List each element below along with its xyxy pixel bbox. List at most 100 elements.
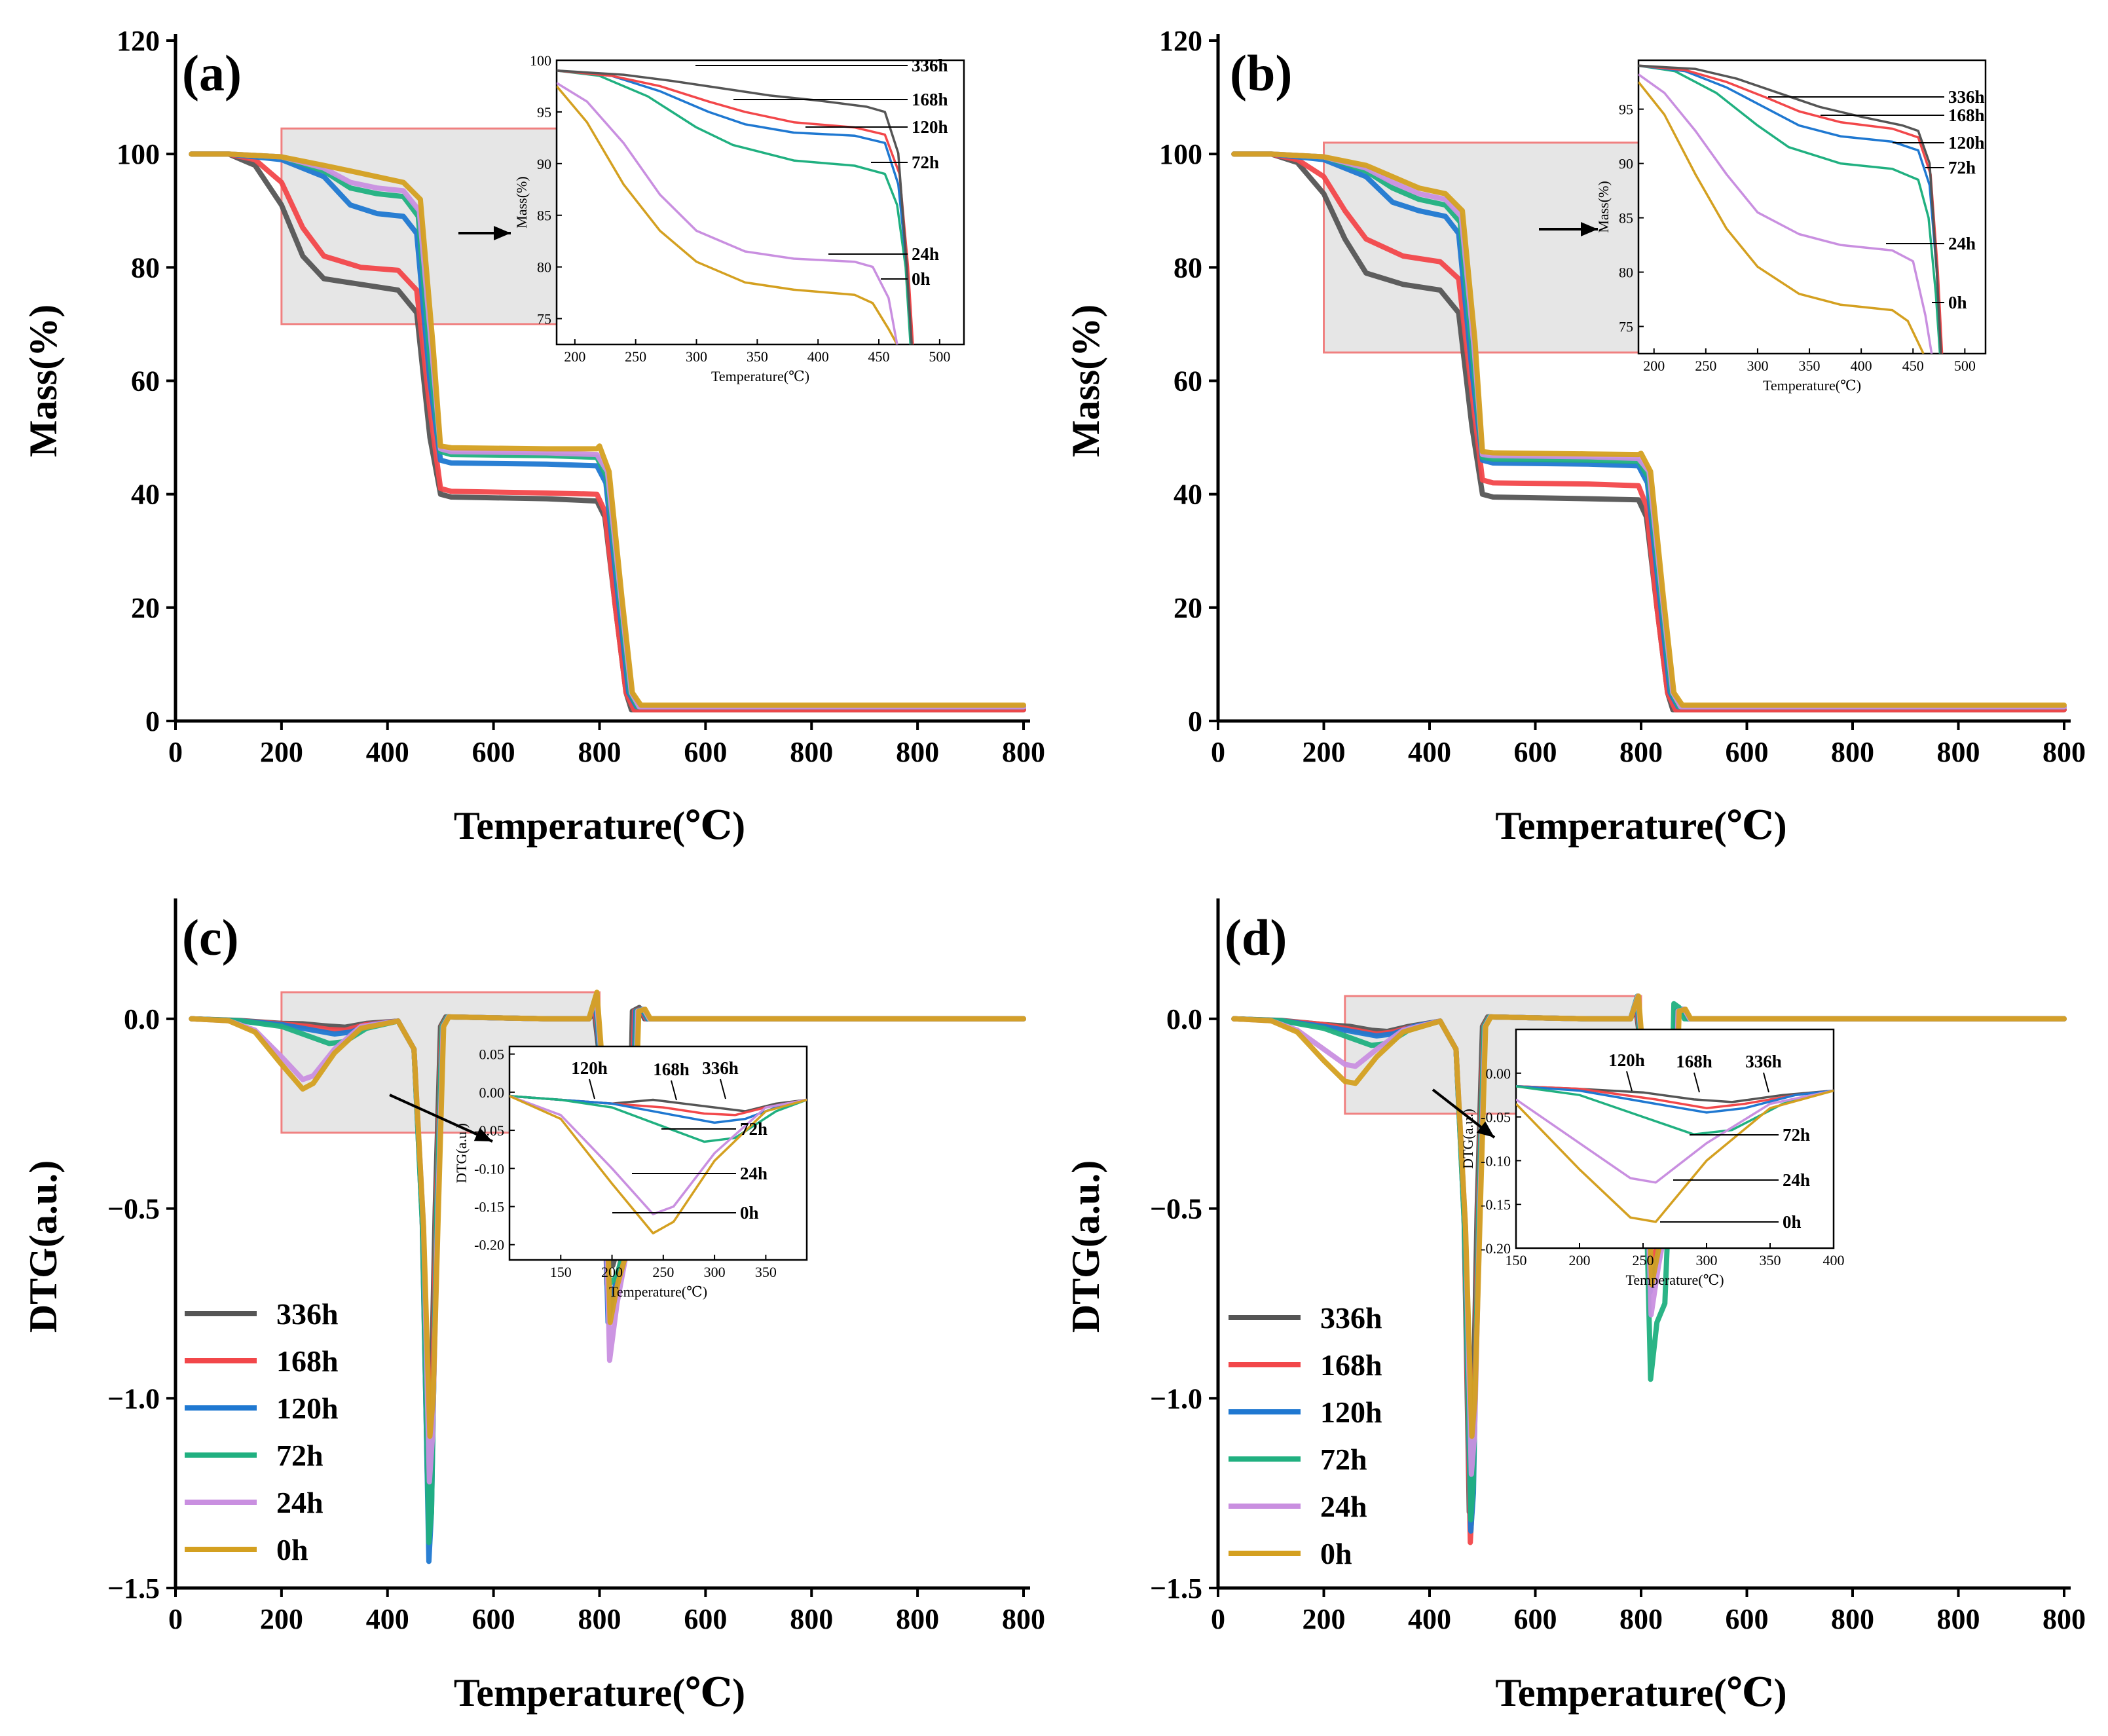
x-tick-label: 400 bbox=[366, 1603, 409, 1635]
inset-y-tick-label: 85 bbox=[537, 208, 551, 224]
inset-annotation-label: 0h bbox=[1948, 293, 1967, 312]
inset-annotation-label: 24h bbox=[1783, 1170, 1810, 1190]
inset-line-0h bbox=[509, 1095, 807, 1235]
inset-y-axis-title: DTG(a.u.) bbox=[1460, 1109, 1476, 1169]
x-tick-label: 600 bbox=[684, 736, 727, 768]
inset-x-tick-label: 450 bbox=[868, 348, 890, 365]
legend-label: 336h bbox=[276, 1297, 339, 1331]
x-tick-label: 800 bbox=[1619, 736, 1663, 768]
inset-x-axis-title: Temperature(℃) bbox=[609, 1284, 707, 1300]
inset-x-axis-title: Temperature(℃) bbox=[711, 368, 809, 384]
inset-line-120h bbox=[557, 69, 913, 344]
x-tick-label: 400 bbox=[1408, 736, 1451, 768]
panel-c: −1.5−1.0−0.50.00 200 400 600 800 600 800 800 800… bbox=[22, 898, 1045, 1714]
inset-line-72h bbox=[557, 69, 912, 344]
x-tick-label: 600 bbox=[472, 1603, 515, 1635]
x-tick-label: 0 bbox=[1211, 736, 1225, 768]
inset-x-tick-label: 350 bbox=[1799, 358, 1821, 374]
inset-annotation-leader bbox=[1693, 1072, 1700, 1093]
panel-label: (b) bbox=[1230, 45, 1292, 102]
y-tick-label: 120 bbox=[1159, 25, 1202, 57]
legend-label: 72h bbox=[276, 1439, 324, 1472]
inset-y-tick-label: -0.05 bbox=[474, 1122, 504, 1139]
inset-annotation-label: 336h bbox=[912, 56, 948, 75]
legend-label: 72h bbox=[1320, 1443, 1367, 1476]
inset-y-tick-label: 0.00 bbox=[479, 1084, 505, 1101]
y-axis-title: DTG(a.u.) bbox=[22, 1160, 65, 1333]
inset-series bbox=[1516, 1085, 1834, 1223]
zoom-arrow-line bbox=[389, 1094, 493, 1143]
inset-chart: 200 250 300 350 400 450 500 75 80 85 90 95 Temperatu… bbox=[1595, 59, 1987, 394]
x-tick-label: 800 bbox=[896, 1603, 939, 1635]
y-tick-label: −1.5 bbox=[107, 1572, 160, 1604]
inset-line-24h bbox=[1638, 73, 1933, 354]
inset-x-tick-label: 150 bbox=[1506, 1252, 1527, 1268]
x-tick-label: 800 bbox=[1831, 736, 1874, 768]
inset-x-tick-label: 400 bbox=[807, 348, 829, 365]
inset-annotation-leader bbox=[1763, 1072, 1769, 1093]
x-tick-label: 800 bbox=[1619, 1603, 1663, 1635]
x-tick-label: 600 bbox=[684, 1603, 727, 1635]
inset-y-tick-label: 75 bbox=[537, 311, 551, 327]
inset-y-tick-label: -0.10 bbox=[1481, 1153, 1511, 1169]
inset-chart: 150 200 250 300 350 -0.20 -0.15 -0.10 -0.05 0.00 0… bbox=[453, 1045, 808, 1300]
panel-label: (c) bbox=[182, 909, 239, 966]
y-tick-label: 0.0 bbox=[124, 1003, 160, 1035]
inset-x-tick-label: 250 bbox=[1633, 1252, 1654, 1268]
x-tick-label: 200 bbox=[260, 1603, 303, 1635]
y-tick-label: 0 bbox=[145, 705, 160, 737]
legend-label: 0h bbox=[276, 1533, 308, 1566]
inset-line-24h bbox=[509, 1095, 807, 1215]
legend-label: 168h bbox=[1320, 1348, 1382, 1382]
inset-chart: 200 250 300 350 400 450 500 75 80 85 90 95 100 Temper… bbox=[513, 52, 965, 384]
inset-y-tick-label: -0.10 bbox=[474, 1160, 504, 1177]
legend-label: 120h bbox=[1320, 1395, 1382, 1429]
inset-y-axis-title: Mass(%) bbox=[513, 176, 530, 228]
x-tick-label: 800 bbox=[1002, 1603, 1045, 1635]
y-axis-title: Mass(%) bbox=[22, 305, 65, 457]
inset-x-tick-label: 200 bbox=[601, 1264, 623, 1280]
panel-label: (d) bbox=[1225, 909, 1287, 966]
inset-y-tick-label: 90 bbox=[1619, 156, 1633, 172]
inset-x-tick-label: 250 bbox=[652, 1264, 674, 1280]
inset-y-tick-label: 80 bbox=[1619, 265, 1633, 281]
y-tick-label: 20 bbox=[131, 592, 160, 624]
x-tick-label: 800 bbox=[578, 1603, 621, 1635]
inset-x-tick-label: 250 bbox=[1695, 358, 1716, 374]
inset-line-72h bbox=[509, 1094, 807, 1143]
inset-annotation-label: 336h bbox=[702, 1058, 739, 1078]
inset-y-tick-label: 80 bbox=[537, 259, 551, 276]
inset-annotation-label: 0h bbox=[740, 1203, 759, 1223]
inset-annotation-label: 0h bbox=[912, 269, 931, 289]
y-tick-label: 60 bbox=[131, 365, 160, 397]
x-tick-label: 0 bbox=[168, 736, 183, 768]
inset-line-0h bbox=[557, 85, 898, 344]
inset-x-tick-label: 300 bbox=[704, 1264, 726, 1280]
inset-series bbox=[1638, 64, 1944, 354]
inset-frame bbox=[508, 1045, 808, 1261]
inset-annotation-label: 120h bbox=[912, 117, 948, 137]
y-tick-label: 80 bbox=[131, 251, 160, 284]
y-tick-label: 40 bbox=[131, 479, 160, 511]
x-tick-label: 600 bbox=[1514, 736, 1557, 768]
inset-x-tick-label: 200 bbox=[564, 348, 585, 365]
series-line-0h bbox=[1231, 151, 2067, 708]
legend: 336h 168h 120h 72h 24h 0h bbox=[1229, 1301, 1382, 1570]
series-line-168h bbox=[189, 151, 1026, 712]
y-tick-label: 40 bbox=[1174, 479, 1202, 511]
x-tick-label: 800 bbox=[1937, 1603, 1980, 1635]
inset-y-tick-label: 95 bbox=[1619, 102, 1633, 118]
inset-annotation-leader bbox=[720, 1079, 726, 1099]
inset-x-tick-label: 400 bbox=[1823, 1252, 1845, 1268]
legend: 336h 168h 120h 72h 24h 0h bbox=[185, 1297, 339, 1566]
legend-label: 0h bbox=[1320, 1537, 1352, 1570]
zoom-arrow-head bbox=[1476, 1121, 1494, 1137]
y-tick-label: −1.0 bbox=[107, 1382, 160, 1414]
x-tick-label: 800 bbox=[790, 1603, 833, 1635]
inset-y-tick-label: -0.15 bbox=[474, 1199, 504, 1215]
inset-y-tick-label: -0.20 bbox=[1481, 1240, 1511, 1257]
inset-annotation-label: 72h bbox=[912, 153, 939, 172]
inset-line-120h bbox=[1516, 1085, 1834, 1114]
inset-line-0h bbox=[1516, 1089, 1834, 1223]
